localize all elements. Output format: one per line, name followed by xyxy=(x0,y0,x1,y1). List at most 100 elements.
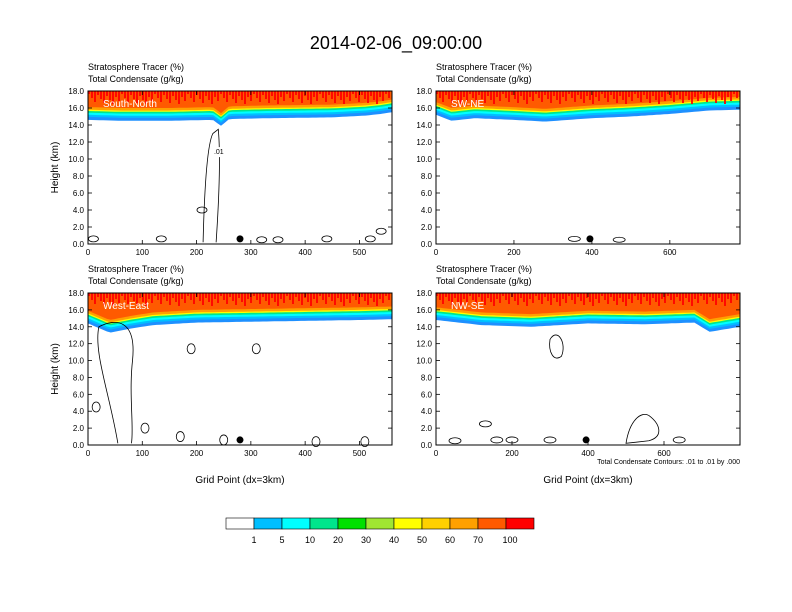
tracer-streak xyxy=(481,293,483,301)
colorbar-label: 1 xyxy=(251,535,256,545)
tracer-streak xyxy=(592,91,594,104)
tracer-streak xyxy=(211,91,213,104)
tracer-streak xyxy=(325,293,327,304)
tracer-streak xyxy=(130,91,132,95)
tracer-streak xyxy=(631,91,633,101)
tracer-streak xyxy=(541,91,543,102)
tracer-streak xyxy=(673,293,675,304)
tracer-streak xyxy=(100,293,102,301)
tracer-streak xyxy=(613,91,615,99)
tracer-streak xyxy=(700,91,702,94)
panel-label: NW-SE xyxy=(451,301,484,312)
tracer-streak xyxy=(604,293,606,300)
tracer-streak xyxy=(712,91,714,99)
y-tick-label: 16.0 xyxy=(68,104,84,113)
plot-frame xyxy=(87,90,393,245)
tracer-streak xyxy=(355,293,357,300)
tracer-streak xyxy=(160,91,162,102)
tracer-streak xyxy=(559,293,561,306)
tracer-streak xyxy=(547,293,549,301)
tracer-streak xyxy=(670,293,672,300)
tracer-streak xyxy=(274,91,276,100)
tracer-streak xyxy=(316,91,318,101)
tracer-streak xyxy=(700,293,702,296)
y-tick-label: 6.0 xyxy=(73,390,85,399)
tracer-streak xyxy=(586,293,588,298)
tracer-streak xyxy=(301,293,303,305)
y-tick-label: 4.0 xyxy=(73,206,85,215)
tracer-streak xyxy=(706,91,708,102)
tracer-streak xyxy=(181,91,183,97)
tracer-streak xyxy=(361,293,363,297)
tracer-streak xyxy=(163,91,165,95)
contour-blob xyxy=(311,436,321,448)
colorbar-label: 50 xyxy=(417,535,427,545)
tracer-streak xyxy=(688,91,690,100)
contour-line xyxy=(549,334,564,359)
tracer-streak xyxy=(370,91,372,96)
tracer-streak xyxy=(151,91,153,101)
x-tick-label: 200 xyxy=(190,248,204,257)
tracer-streak xyxy=(139,293,141,298)
tracer-streak xyxy=(538,293,540,300)
tracer-streak xyxy=(601,91,603,94)
y-tick-label: 0.0 xyxy=(421,240,433,249)
tracer-streak xyxy=(136,91,138,103)
tracer-streak xyxy=(487,91,489,96)
tracer-streak xyxy=(172,293,174,298)
tracer-streak xyxy=(550,91,552,103)
tracer-streak xyxy=(724,293,726,306)
tracer-streak xyxy=(358,91,360,102)
panel-title-line: Total Condensate (g/kg) xyxy=(436,276,532,286)
contour-blob xyxy=(490,436,504,444)
tracer-streak xyxy=(298,91,300,99)
tracer-streak xyxy=(109,91,111,100)
tracer-streak xyxy=(664,293,666,303)
tracer-streak xyxy=(319,293,321,296)
x-tick-label: 200 xyxy=(507,248,521,257)
x-tick-label: 200 xyxy=(190,449,204,458)
tracer-streak xyxy=(343,293,345,306)
tracer-streak xyxy=(622,91,624,100)
tracer-streak xyxy=(148,293,150,299)
tracer-streak xyxy=(286,91,288,94)
tracer-streak xyxy=(559,91,561,104)
colorbar-swatch xyxy=(281,517,311,530)
tracer-streak xyxy=(322,91,324,98)
tracer-streak xyxy=(187,91,189,94)
tracer-streak xyxy=(670,91,672,98)
tracer-streak xyxy=(472,293,474,300)
x-tick-label: 0 xyxy=(434,248,439,257)
x-axis-label: Grid Point (dx=3km) xyxy=(195,475,284,486)
tracer-streak xyxy=(583,293,585,305)
tracer-streak xyxy=(439,91,441,98)
tracer-streak xyxy=(307,293,309,302)
y-tick-label: 4.0 xyxy=(421,206,433,215)
contour-blob xyxy=(612,236,626,243)
tracer-streak xyxy=(730,91,732,101)
tracer-streak xyxy=(478,91,480,95)
tracer-streak xyxy=(193,91,195,102)
tracer-streak xyxy=(610,91,612,95)
tracer-streak xyxy=(352,91,354,94)
colorbar-swatch xyxy=(337,517,367,530)
colorbar-swatch xyxy=(505,517,535,530)
tracer-streak xyxy=(334,91,336,103)
y-tick-label: 8.0 xyxy=(73,172,85,181)
tracer-streak xyxy=(94,293,96,304)
colorbar-swatch xyxy=(225,517,255,530)
tracer-streak xyxy=(382,293,384,303)
tracer-streak xyxy=(634,91,636,94)
tracer-streak xyxy=(310,91,312,104)
tracer-streak xyxy=(448,293,450,301)
tracer-streak xyxy=(253,293,255,296)
tracer-streak xyxy=(709,91,711,95)
tracer-streak xyxy=(385,293,387,296)
tracer-streak xyxy=(148,91,150,97)
tracer-streak xyxy=(178,293,180,306)
tracer-streak xyxy=(262,293,264,297)
tracer-streak xyxy=(529,91,531,97)
tracer-streak xyxy=(259,91,261,102)
contour-blob xyxy=(186,343,196,355)
tracer-streak xyxy=(658,293,660,306)
